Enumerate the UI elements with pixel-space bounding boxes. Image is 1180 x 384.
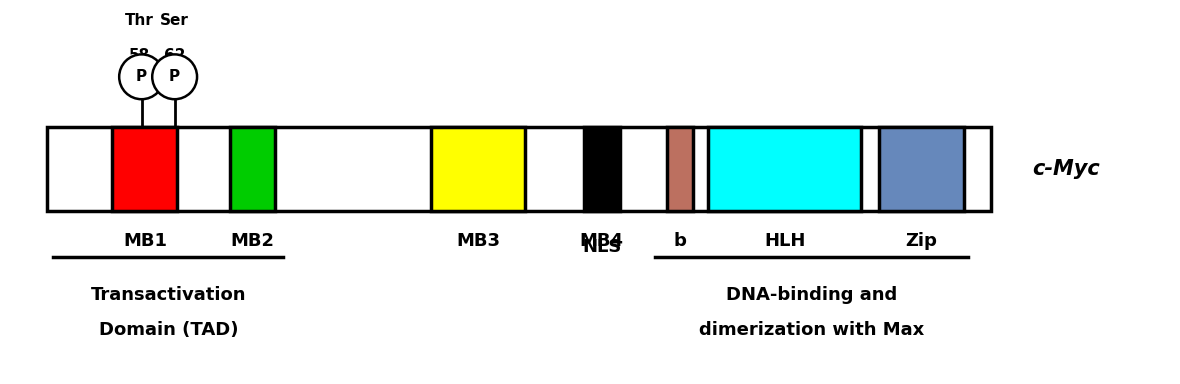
Text: MB3: MB3 <box>455 232 500 250</box>
Text: MB4: MB4 <box>579 232 624 250</box>
Text: P: P <box>169 69 181 84</box>
Bar <box>112 127 177 211</box>
Bar <box>667 127 693 211</box>
Bar <box>431 127 525 211</box>
Bar <box>879 127 964 211</box>
Text: dimerization with Max: dimerization with Max <box>700 321 924 339</box>
Text: c-Myc: c-Myc <box>1032 159 1100 179</box>
Text: Transactivation: Transactivation <box>91 286 247 304</box>
Text: DNA-binding and: DNA-binding and <box>726 286 898 304</box>
Text: 58: 58 <box>129 48 150 63</box>
Text: NLS: NLS <box>582 238 622 256</box>
Text: HLH: HLH <box>763 232 806 250</box>
Bar <box>230 127 275 211</box>
Text: MB2: MB2 <box>230 232 275 250</box>
Text: Ser: Ser <box>160 13 189 28</box>
Text: MB1: MB1 <box>123 232 168 250</box>
Ellipse shape <box>119 55 164 99</box>
Text: P: P <box>136 69 148 84</box>
Text: Thr: Thr <box>125 13 153 28</box>
Ellipse shape <box>152 55 197 99</box>
Bar <box>584 127 620 211</box>
Bar <box>708 127 861 211</box>
Text: 62: 62 <box>164 48 185 63</box>
Text: Domain (TAD): Domain (TAD) <box>99 321 238 339</box>
Text: b: b <box>674 232 686 250</box>
Bar <box>47 127 991 211</box>
Text: Zip: Zip <box>905 232 938 250</box>
